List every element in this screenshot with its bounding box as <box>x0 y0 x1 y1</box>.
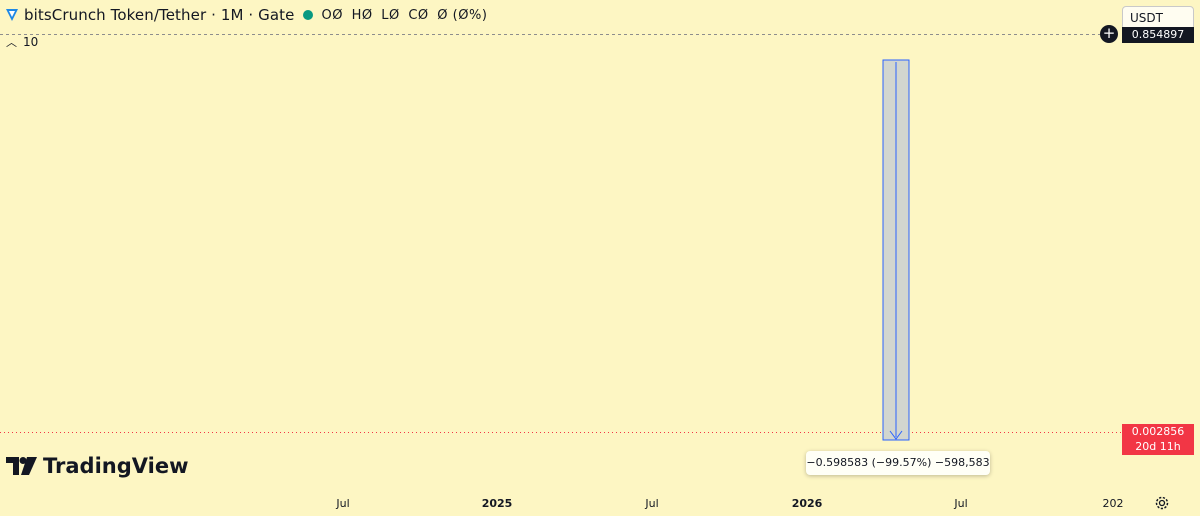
time-tick-label: Jul <box>336 497 350 510</box>
ohlc-low: LØ <box>381 7 400 23</box>
ohlc-values: OØ HØ LØ CØ Ø (Ø%) <box>321 8 491 23</box>
ohlc-high: HØ <box>351 7 373 23</box>
tradingview-logo-icon <box>6 457 37 475</box>
volume-indicator[interactable]: ︿ 10 <box>6 34 38 50</box>
ohlc-open: OØ <box>321 7 343 23</box>
measure-result-label: −0.598583 (−99.57%) −598,583 <box>806 451 990 475</box>
bar-countdown: 20d 11h <box>1135 440 1181 453</box>
measure-tool[interactable] <box>882 59 910 441</box>
time-tick-label: Jul <box>954 497 968 510</box>
time-tick-label: 202 <box>1102 497 1124 510</box>
ohlc-change: Ø (Ø%) <box>437 7 488 23</box>
market-open-indicator <box>303 10 314 20</box>
last-price-badge: 0.002856 20d 11h <box>1122 424 1194 455</box>
tradingview-wordmark: TradingView <box>43 454 189 478</box>
time-tick-label: Jul <box>645 497 659 510</box>
chevron-up-icon[interactable]: ︿ <box>6 36 17 49</box>
tradingview-logo[interactable]: TradingView <box>6 454 188 478</box>
gear-icon[interactable] <box>1153 494 1171 512</box>
measure-arrowhead <box>889 430 903 440</box>
chart-title[interactable]: bitsCrunch Token/Tether · 1M · Gate <box>24 6 295 24</box>
bitscrunch-logo-icon <box>6 9 18 21</box>
ohlc-close: CØ <box>408 7 429 23</box>
time-tick-label: 2026 <box>791 497 823 510</box>
symbol-header: bitsCrunch Token/Tether · 1M · Gate OØ H… <box>0 0 1118 30</box>
symbol-logo[interactable] <box>0 6 24 24</box>
volume-value: 10 <box>23 35 39 49</box>
add-alert-plus-icon[interactable]: + <box>1100 25 1118 43</box>
currency-select[interactable]: USDT <box>1122 6 1194 30</box>
crosshair-price-label: 0.854897 <box>1122 27 1194 43</box>
time-tick-label: 2025 <box>481 497 513 510</box>
last-price-value: 0.002856 <box>1131 425 1185 438</box>
